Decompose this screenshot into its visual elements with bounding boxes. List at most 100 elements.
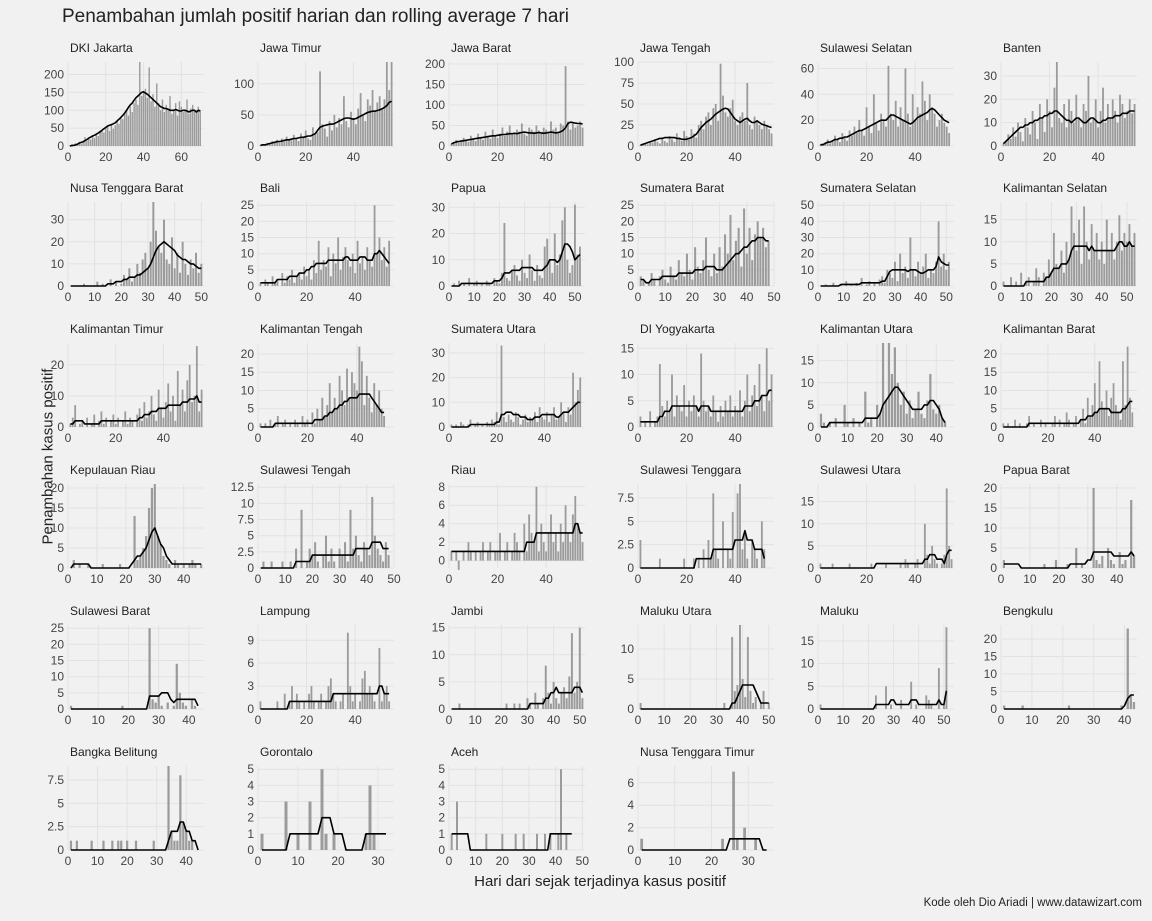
bar <box>763 411 766 427</box>
bar <box>126 423 129 427</box>
bar <box>545 129 548 146</box>
bar <box>731 99 734 146</box>
bar <box>894 261 896 286</box>
bar <box>357 108 360 146</box>
bar <box>181 241 184 286</box>
bar <box>155 230 157 286</box>
bar <box>723 703 726 709</box>
bar <box>940 113 943 146</box>
bar <box>554 532 557 561</box>
x-tick-label: 20 <box>495 713 509 727</box>
bar <box>479 137 482 146</box>
x-tick-label: 20 <box>870 431 884 445</box>
bar <box>259 145 262 146</box>
bar <box>724 234 727 286</box>
bar <box>549 833 552 850</box>
bar <box>712 493 715 568</box>
bar <box>819 563 822 568</box>
bar <box>734 120 737 146</box>
x-tick-label: 20 <box>705 854 719 868</box>
x-tick-label: 10 <box>1020 290 1034 304</box>
y-tick-label: 0 <box>627 702 634 716</box>
bar <box>384 542 387 568</box>
bar <box>726 549 729 568</box>
bar <box>848 130 851 146</box>
bar <box>553 407 555 427</box>
x-tick-label: 30 <box>141 290 155 304</box>
facet-title: Sulawesi Utara <box>820 463 901 477</box>
bar <box>525 135 528 146</box>
bar <box>1119 419 1122 427</box>
x-tick-label: 10 <box>469 854 483 868</box>
bar <box>550 121 552 146</box>
bar <box>656 141 659 146</box>
y-tick-label: 0 <box>627 561 634 575</box>
bar <box>569 542 572 561</box>
y-tick-label: 5 <box>627 672 634 686</box>
bar <box>381 108 383 146</box>
bar <box>324 833 328 850</box>
y-tick-label: 10 <box>432 253 446 267</box>
bar <box>341 390 343 427</box>
bar <box>743 120 746 146</box>
bar <box>331 130 333 146</box>
x-tick-label: 40 <box>539 572 553 586</box>
bar <box>135 99 137 146</box>
bar <box>522 833 525 850</box>
x-tick-label: 0 <box>635 572 642 586</box>
rolling-average-line <box>640 236 769 284</box>
bar <box>855 133 858 146</box>
bar <box>455 424 458 427</box>
bar <box>365 548 368 568</box>
bar <box>1129 397 1131 427</box>
x-tick-label: 0 <box>815 150 822 164</box>
bar <box>195 112 198 146</box>
x-tick-label: 40 <box>549 854 563 868</box>
y-tick-label: 2.5 <box>237 545 254 559</box>
bar <box>296 423 299 427</box>
bar <box>567 407 570 427</box>
bar <box>171 237 173 286</box>
y-tick-label: 15 <box>621 341 635 355</box>
bar <box>1115 405 1117 427</box>
bar <box>1053 87 1056 146</box>
bar <box>165 259 168 286</box>
bar <box>719 63 722 146</box>
bar <box>926 400 929 427</box>
bar <box>864 391 867 427</box>
bar <box>536 265 539 286</box>
y-tick-label: 0 <box>990 139 997 153</box>
bar <box>748 227 751 286</box>
bar <box>488 283 491 286</box>
y-tick-label: 25 <box>621 198 635 212</box>
bar <box>697 558 700 568</box>
bar <box>375 405 378 427</box>
bar <box>1051 127 1053 146</box>
y-tick-label: 5 <box>247 529 254 543</box>
bar <box>661 137 664 146</box>
bar <box>924 253 927 286</box>
x-tick-label: 40 <box>360 572 374 586</box>
x-tick-label: 0 <box>998 290 1005 304</box>
bar <box>906 277 909 286</box>
bar <box>658 276 661 286</box>
y-tick-label: 2 <box>438 535 445 549</box>
bar <box>376 253 378 286</box>
x-tick-label: 30 <box>152 713 166 727</box>
bar <box>581 698 584 709</box>
bar <box>385 266 388 286</box>
bar <box>671 139 673 146</box>
y-tick-label: 200 <box>44 68 64 82</box>
bar <box>1125 241 1128 286</box>
bar <box>188 840 191 850</box>
bar <box>1063 423 1066 427</box>
bar <box>179 272 181 286</box>
bar <box>103 132 105 146</box>
y-tick-label: 15 <box>432 621 446 635</box>
bar <box>574 402 577 427</box>
bar <box>144 88 147 146</box>
x-tick-label: 10 <box>468 713 482 727</box>
bar <box>942 253 945 286</box>
bar <box>910 681 913 709</box>
bar <box>1079 419 1082 427</box>
